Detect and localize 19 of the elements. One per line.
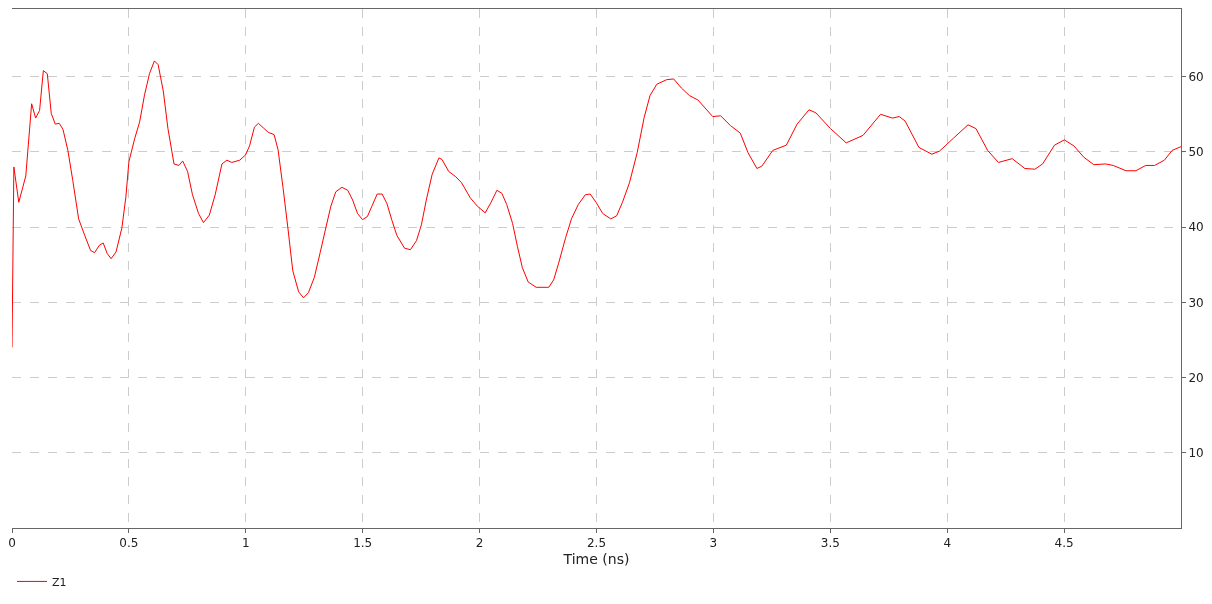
x-tick-label: 0.5 — [119, 536, 139, 551]
line-series — [12, 60, 1181, 348]
x-tick-label: 4 — [943, 536, 952, 551]
legend-label: Z1 — [52, 575, 67, 589]
y-tick-label: 50 — [1188, 145, 1204, 160]
x-tick-label: 2.5 — [586, 536, 607, 551]
x-tick-label: 1 — [241, 536, 250, 551]
x-tick-label: 4.5 — [1054, 536, 1074, 551]
y-tick-label: 30 — [1188, 295, 1204, 310]
y-tick-label: 10 — [1188, 445, 1204, 460]
y-tick-label: 60 — [1188, 69, 1204, 84]
x-axis-title: Time (ns) — [562, 550, 630, 567]
x-tick-label: 3 — [709, 536, 718, 551]
x-tick-label: 1.5 — [353, 536, 373, 551]
y-tick-label: 40 — [1188, 220, 1204, 235]
x-tick-label: 0 — [8, 536, 16, 551]
y-tick-label: 20 — [1188, 370, 1204, 385]
x-tick-label: 2 — [475, 536, 484, 551]
x-tick-label: 3.5 — [820, 536, 840, 551]
